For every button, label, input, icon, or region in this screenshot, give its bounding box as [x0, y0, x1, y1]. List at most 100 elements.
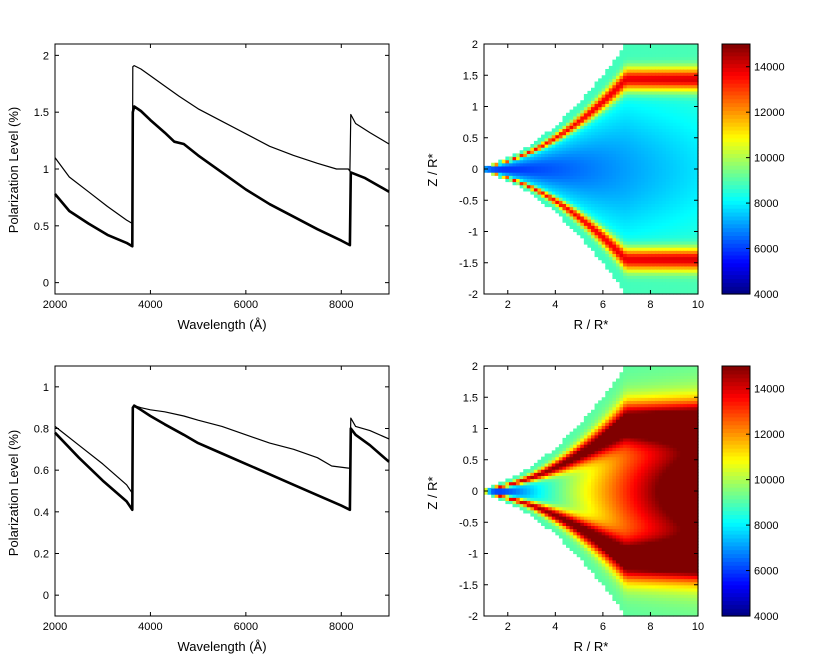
p1-heat-cell [566, 119, 571, 123]
p3-heat-cell [608, 391, 613, 395]
p1-colorbar-step [722, 251, 750, 256]
p3-heat-cell [612, 509, 617, 514]
p1-heat-cell [591, 212, 596, 217]
p3-heat-cell [637, 566, 642, 570]
p1-heat-cell [676, 228, 681, 233]
p3-heat-cell [623, 500, 628, 505]
p3-heat-cell [648, 594, 653, 598]
p3-heat-cell [640, 569, 646, 573]
p1-heat-cell [676, 222, 681, 226]
p1-heat-cell [655, 184, 660, 189]
p1-heat-cell [637, 200, 642, 204]
p3-heat-cell [558, 472, 564, 476]
p1-heat-cell [651, 84, 656, 89]
p1-heat-cell [608, 203, 613, 208]
p1-heat-cell [633, 119, 638, 123]
p1-heat-cell [562, 115, 567, 120]
p1-heat-cell [633, 131, 638, 136]
p1-heat-cell [541, 162, 546, 167]
p1-heat-cell [637, 81, 642, 86]
p1-heat-cell [683, 59, 688, 64]
p1-colorbar-step [722, 196, 750, 201]
p3-heat-cell [587, 559, 592, 564]
p1-heat-cell [587, 94, 592, 98]
p1-heat-cell [623, 181, 628, 186]
p1-heat-cell [623, 253, 628, 258]
p3-heat-cell [594, 559, 599, 564]
p1-heat-cell [626, 272, 631, 276]
p1-heat-cell [658, 115, 663, 120]
p3-heat-cell [605, 422, 610, 426]
p1-heat-cell [576, 203, 581, 208]
p1-heat-cell [626, 78, 631, 83]
p1-heat-cell [630, 106, 635, 111]
p1-heat-cell [651, 115, 656, 120]
p3-heat-cell [648, 484, 653, 489]
p1-heat-cell [608, 137, 613, 142]
p1-heat-cell [580, 140, 585, 145]
p1-heat-cell [558, 156, 564, 161]
p3-heat-cell [619, 403, 624, 408]
p1-heat-cell [555, 197, 560, 201]
p1-heat-cell [665, 140, 671, 145]
p1-heat-cell [605, 159, 610, 164]
p1-heat-cell [594, 228, 599, 233]
p1-heat-cell [605, 112, 610, 117]
p3-heat-cell [519, 503, 524, 508]
p3-heat-cell [644, 434, 649, 439]
p1-heat-cell [655, 203, 660, 208]
p1-heat-cell [633, 237, 638, 242]
p1-heat-cell [690, 47, 696, 51]
p1-heat-cell [683, 172, 688, 176]
p3-heat-cell [548, 462, 553, 467]
p1-heat-cell [605, 150, 610, 154]
p1-heat-cell [648, 165, 653, 170]
p1-heat-cell [580, 106, 585, 111]
p3-heat-cell [601, 406, 606, 411]
p3-heat-cell [594, 522, 599, 526]
p3-heat-cell [648, 603, 653, 608]
p1-heat-cell [558, 125, 564, 129]
p1-colorbar-step [722, 90, 750, 96]
p1-heat-cell [623, 240, 628, 245]
p1-heat-cell [648, 262, 653, 267]
p3-heat-cell [626, 519, 631, 523]
p1-heat-cell [658, 137, 663, 142]
p1-heat-cell [615, 81, 621, 86]
p1-heat-cell [669, 94, 674, 98]
p3-heat-cell [623, 534, 628, 539]
p3-heat-cell [587, 528, 592, 533]
p1-heat-cell [548, 175, 553, 179]
p3-heat-cell [605, 559, 610, 564]
p3-heat-cell [598, 541, 603, 545]
p1-heat-cell [587, 109, 592, 114]
p3-heat-cell [541, 503, 546, 508]
p1-heat-cell [615, 137, 621, 142]
p1-heat-cell [690, 200, 696, 204]
p3-heat-cell [601, 556, 606, 561]
p1-heat-cell [665, 44, 671, 48]
p3-heat-cell [544, 459, 549, 464]
p3-heat-cell [648, 472, 653, 476]
p3-heat-cell [555, 503, 560, 508]
p3-heat-cell [573, 550, 578, 555]
p3-heat-cell [569, 450, 574, 455]
p1-heat-cell [640, 219, 646, 223]
p1-heat-cell [680, 156, 685, 161]
p3-heat-cell [608, 584, 613, 589]
p1-heat-cell [591, 200, 596, 204]
p1-heat-cell [594, 128, 599, 133]
p1-heat-cell [687, 190, 692, 195]
p3-heat-cell [623, 575, 628, 580]
p1-heat-cell [676, 134, 681, 139]
p3-heat-cell [601, 422, 606, 426]
p1-heat-cell [683, 56, 688, 61]
p1-heat-cell [548, 134, 553, 139]
p1-heat-cell [612, 256, 617, 261]
p1-heat-cell [626, 122, 631, 126]
p1-heat-cell [555, 194, 560, 198]
p1-heat-cell [612, 165, 617, 170]
p1-heat-cell [676, 112, 681, 117]
p3-heat-cell [576, 541, 581, 545]
p1-heat-cell [669, 147, 674, 151]
